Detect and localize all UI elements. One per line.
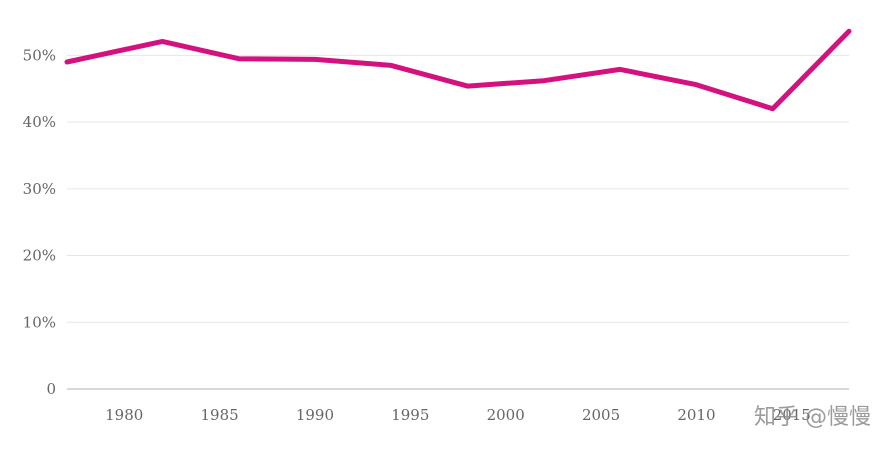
x-axis-tick-labels: 1980 1985 1990 1995 2000 2005 2010 2015 — [105, 406, 811, 424]
series-line — [64, 28, 852, 112]
y-tick-label: 40% — [23, 113, 56, 131]
y-tick-label: 50% — [23, 46, 56, 64]
x-tick-label: 1985 — [200, 406, 238, 424]
x-tick-label: 2005 — [582, 406, 620, 424]
y-axis-tick-labels: 0 10% 20% 30% 40% 50% — [23, 46, 56, 398]
x-tick-label: 1995 — [391, 406, 429, 424]
y-tick-label: 0 — [46, 380, 56, 398]
x-tick-label: 2015 — [773, 406, 811, 424]
y-tick-label: 20% — [23, 247, 56, 265]
series-group — [64, 28, 852, 112]
grid-lines — [67, 54, 849, 390]
x-tick-label: 1980 — [105, 406, 143, 424]
y-tick-label: 30% — [23, 180, 56, 198]
y-tick-label: 10% — [23, 313, 56, 331]
x-tick-label: 1990 — [296, 406, 334, 424]
x-tick-label: 2010 — [677, 406, 715, 424]
x-tick-label: 2000 — [487, 406, 525, 424]
watermark: 知乎 @慢慢 — [754, 405, 871, 430]
